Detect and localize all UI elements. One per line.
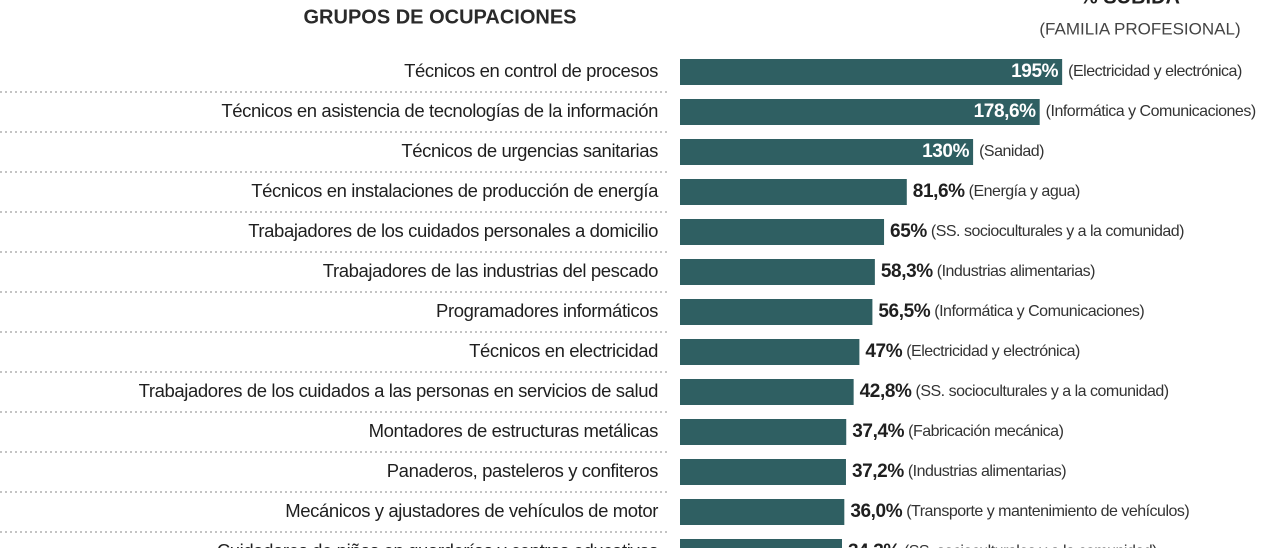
bar [680, 59, 1063, 85]
note-label: (Electricidad y electrónica) [1068, 63, 1242, 80]
value-label: 37,2% [852, 461, 904, 482]
category-label: Montadores de estructuras metálicas [369, 420, 658, 441]
bar [680, 459, 846, 485]
note-label: (Industrias alimentarias) [908, 463, 1066, 480]
value-label: 42,8% [860, 381, 912, 402]
category-label: Programadores informáticos [436, 300, 658, 321]
category-label: Panaderos, pasteleros y confiteros [387, 460, 658, 481]
bar [680, 379, 854, 405]
value-label: 36,0% [850, 501, 902, 522]
bar [680, 539, 842, 548]
bar [680, 259, 875, 285]
note-label: (Electricidad y electrónica) [906, 343, 1080, 360]
value-label: 56,5% [878, 301, 930, 322]
category-label: Técnicos en instalaciones de producción … [251, 180, 659, 201]
category-label: Mecánicos y ajustadores de vehículos de … [285, 500, 658, 521]
note-label: (SS. socioculturales y a la comunidad) [916, 383, 1169, 400]
chart-title: GRUPOS DE OCUPACIONES [304, 6, 577, 28]
category-label: Técnicos en asistencia de tecnologías de… [221, 100, 658, 121]
value-label: 58,3% [881, 261, 933, 282]
value-label: 195% [1011, 61, 1059, 82]
value-label: 178,6% [974, 101, 1037, 122]
note-header: (FAMILIA PROFESIONAL) [1039, 19, 1240, 38]
value-label: 65% [890, 221, 927, 242]
bar [680, 419, 847, 445]
category-label: Trabajadores de las industrias del pesca… [323, 260, 658, 281]
category-label: Técnicos en electricidad [469, 340, 658, 361]
bar [680, 499, 845, 525]
category-label: Cuidadores de niños en guarderías y cent… [217, 540, 658, 548]
category-label: Trabajadores de los cuidados a las perso… [139, 380, 658, 401]
value-label: 130% [922, 141, 970, 162]
category-label: Técnicos en control de procesos [404, 60, 658, 81]
bar [680, 139, 974, 165]
note-label: (Energía y agua) [969, 183, 1080, 200]
note-label: (SS. socioculturales y a la comunidad) [904, 543, 1157, 548]
note-label: (Informática y Comunicaciones) [934, 303, 1144, 320]
value-label: 81,6% [913, 181, 965, 202]
note-label: (Industrias alimentarias) [937, 263, 1095, 280]
value-label: 34,3% [848, 541, 900, 548]
note-label: (Transporte y mantenimiento de vehículos… [906, 503, 1189, 520]
value-label: 47% [865, 341, 902, 362]
bar [680, 179, 907, 205]
bar [680, 339, 860, 365]
category-label: Trabajadores de los cuidados personales … [248, 220, 658, 241]
bar [680, 219, 885, 245]
category-label: Técnicos de urgencias sanitarias [401, 140, 658, 161]
note-label: (SS. socioculturales y a la comunidad) [931, 223, 1184, 240]
value-header: % SUBIDA [1080, 0, 1180, 8]
note-label: (Sanidad) [979, 143, 1044, 160]
bar [680, 299, 873, 325]
bar [680, 99, 1040, 125]
note-label: (Informática y Comunicaciones) [1046, 103, 1256, 120]
note-label: (Fabricación mecánica) [908, 423, 1063, 440]
value-label: 37,4% [852, 421, 904, 442]
